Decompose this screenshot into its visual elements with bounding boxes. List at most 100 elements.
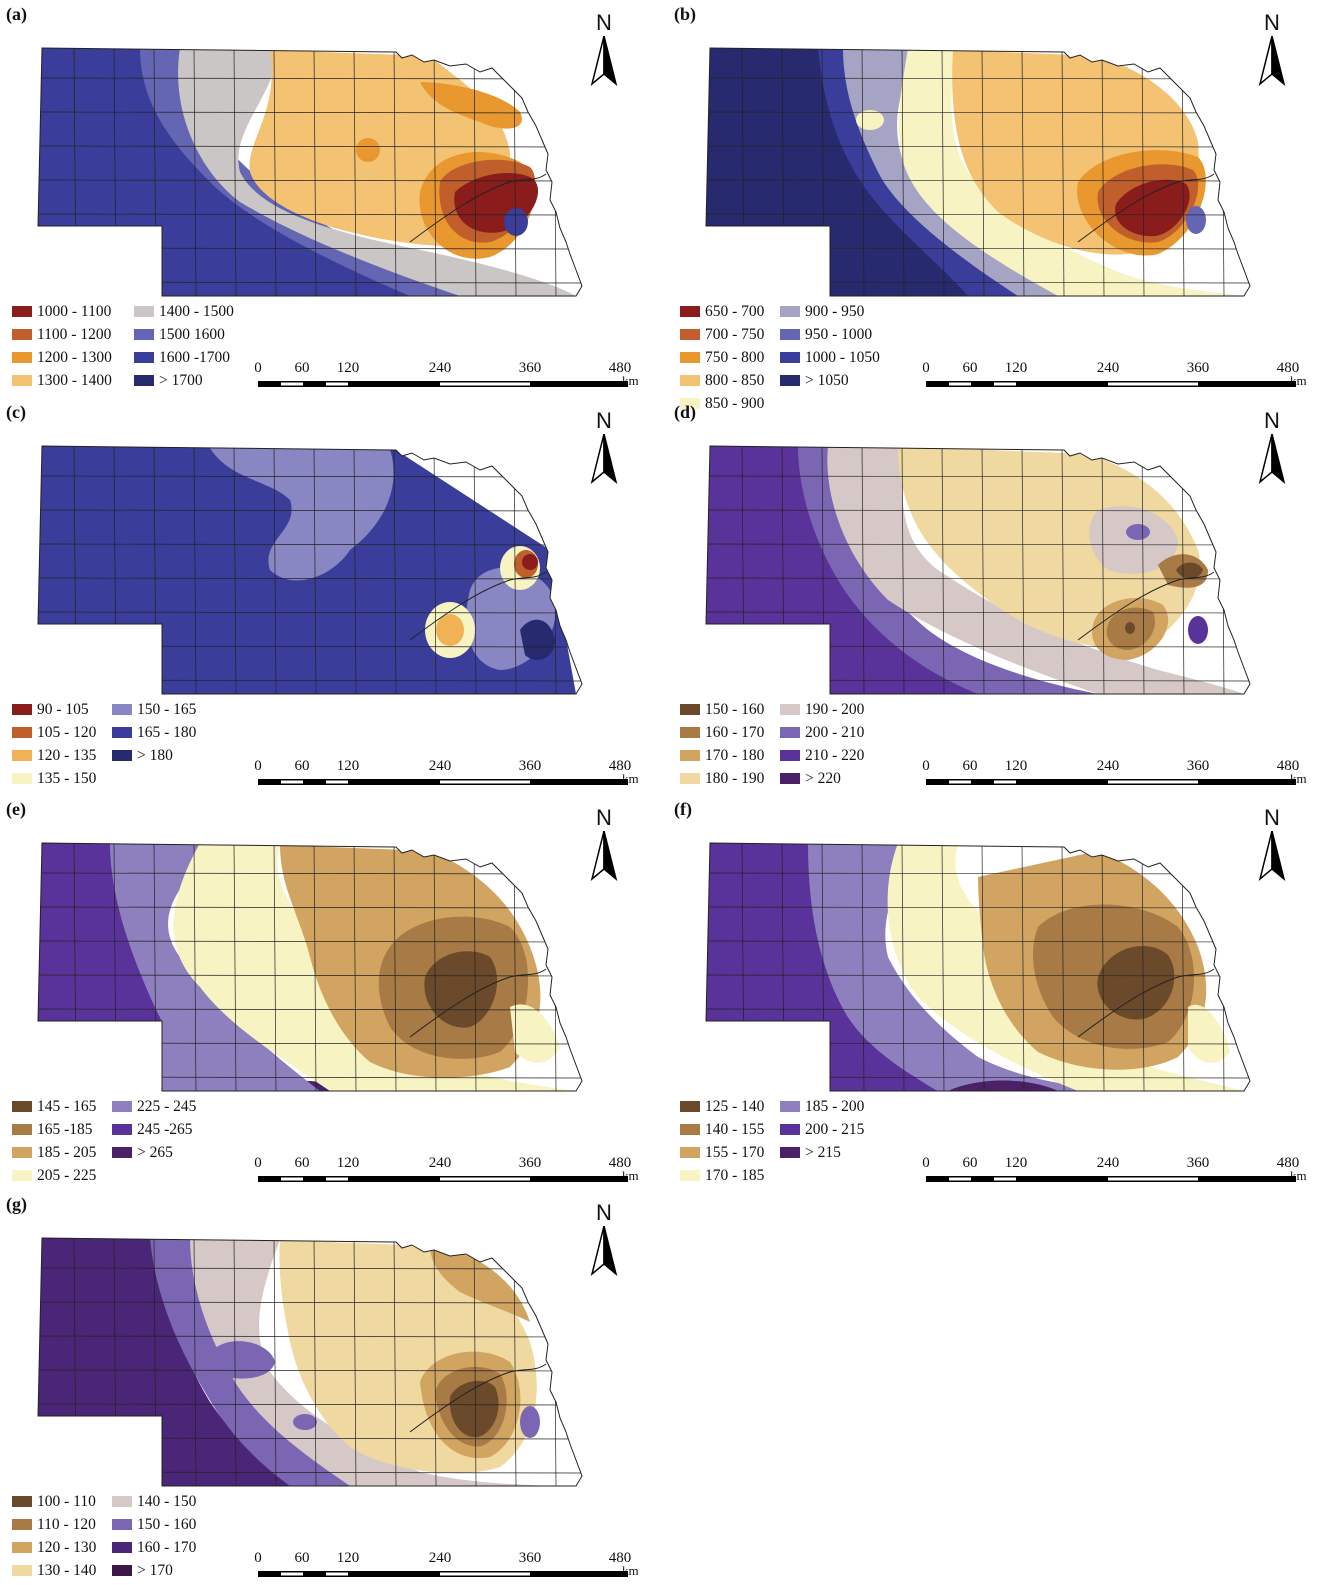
- scale-bar-graphic: [258, 1176, 628, 1182]
- legend-label: 160 - 170: [705, 724, 765, 741]
- legend-label: 170 - 185: [705, 1167, 765, 1184]
- legend-swatch: [680, 329, 700, 340]
- legend-item: 1500 1600: [134, 323, 264, 346]
- legend-column-right: 185 - 200 200 - 215 > 215: [780, 1095, 910, 1164]
- legend-item: > 180: [112, 744, 242, 767]
- scale-tick-label: 120: [336, 1155, 360, 1171]
- legend-item: 165 -185: [12, 1118, 142, 1141]
- legend-swatch: [12, 375, 32, 386]
- legend-item: 160 - 170: [112, 1536, 242, 1559]
- legend-label: 225 - 245: [137, 1098, 197, 1115]
- state-outline: [37, 445, 583, 695]
- legend-swatch: [780, 375, 800, 386]
- legend-swatch: [780, 352, 800, 363]
- legend-label: 800 - 850: [705, 372, 765, 389]
- legend-label: 200 - 210: [805, 724, 865, 741]
- legend-swatch: [780, 704, 800, 715]
- north-arrow-icon: [590, 434, 618, 484]
- legend-label: 1500 1600: [159, 326, 225, 343]
- legend-column-right: 140 - 150 150 - 160 160 - 170 > 170: [112, 1490, 242, 1582]
- legend-label: > 170: [137, 1562, 173, 1579]
- scale-tick-label: 240: [428, 758, 452, 774]
- legend-item: 1000 - 1050: [780, 346, 910, 369]
- legend-item: 210 - 220: [780, 744, 910, 767]
- legend-swatch: [12, 1147, 32, 1158]
- legend-swatch: [780, 306, 800, 317]
- legend-item: 120 - 130: [12, 1536, 142, 1559]
- map-region: [38, 843, 162, 1021]
- legend-swatch: [12, 352, 32, 363]
- legend-label: 170 - 180: [705, 747, 765, 764]
- scale-bar: 0 60 120 240 360 480 km: [922, 758, 1306, 792]
- map-region: [38, 48, 450, 296]
- scale-bar-graphic: [258, 1571, 628, 1577]
- map-region: [843, 48, 1078, 296]
- legend-swatch: [680, 375, 700, 386]
- map-region: [424, 951, 498, 1028]
- legend-item: 150 - 165: [112, 698, 242, 721]
- legend-item: 145 - 165: [12, 1095, 142, 1118]
- state-outline: [37, 842, 583, 1092]
- map-region: [706, 446, 998, 694]
- legend-label: 190 - 200: [805, 701, 865, 718]
- legend-label: 160 - 170: [137, 1539, 197, 1556]
- state-outline: [705, 842, 1251, 1092]
- legend-label: 155 - 170: [705, 1144, 765, 1161]
- legend-swatch: [680, 1170, 700, 1181]
- scale-tick-label: 60: [962, 360, 978, 376]
- north-arrow: N: [584, 1200, 624, 1280]
- north-label: N: [596, 1200, 612, 1225]
- legend-label: 145 - 165: [37, 1098, 97, 1115]
- map-region: [898, 446, 1200, 650]
- legend-label: 700 - 750: [705, 326, 765, 343]
- scale-tick-label: 360: [1186, 758, 1210, 774]
- scale-tick-label: 0: [922, 758, 930, 774]
- legend-label: 185 - 200: [805, 1098, 865, 1115]
- scale-tick-label: 60: [962, 758, 978, 774]
- legend-label: > 220: [805, 770, 841, 787]
- legend-column-right: 225 - 245 245 -265 > 265: [112, 1095, 242, 1164]
- legend-swatch: [12, 1170, 32, 1181]
- legend-label: 90 - 105: [37, 701, 89, 718]
- panel-label: (b): [674, 4, 696, 24]
- legend-column-right: 1400 - 1500 1500 1600 1600 -1700 > 1700: [134, 300, 264, 392]
- north-arrow-icon: [1258, 831, 1286, 881]
- legend-swatch: [112, 1542, 132, 1553]
- legend-column-right: 900 - 950 950 - 1000 1000 - 1050 > 1050: [780, 300, 910, 392]
- legend-swatch: [12, 773, 32, 784]
- legend-item: 200 - 215: [780, 1118, 910, 1141]
- north-arrow: N: [1252, 805, 1292, 885]
- map-region: [520, 1406, 540, 1438]
- legend-label: 1000 - 1050: [805, 349, 880, 366]
- panel-label: (c): [6, 402, 26, 422]
- legend-swatch: [12, 727, 32, 738]
- legend-label: > 180: [137, 747, 173, 764]
- legend-item: 100 - 110: [12, 1490, 142, 1513]
- scale-bar-graphic: [926, 779, 1296, 785]
- legend-item: 225 - 245: [112, 1095, 242, 1118]
- legend-item: 185 - 205: [12, 1141, 142, 1164]
- scale-tick-label: 120: [336, 1550, 360, 1566]
- legend-item: 1300 - 1400: [12, 369, 142, 392]
- legend-item: 190 - 200: [780, 698, 910, 721]
- map-region: [210, 448, 394, 581]
- legend-item: 165 - 180: [112, 721, 242, 744]
- scale-tick-label: 0: [254, 758, 262, 774]
- legend-label: 140 - 150: [137, 1493, 197, 1510]
- map-panel-5: (f) N 125 - 140 140 - 155 155 - 170 170 - 1…: [668, 795, 1308, 1190]
- scale-tick-label: 60: [294, 758, 310, 774]
- legend-label: 135 - 150: [37, 770, 97, 787]
- nebraska-choropleth-map: [705, 47, 1251, 297]
- map-region: [356, 138, 380, 162]
- scale-tick-label: 0: [254, 360, 262, 376]
- map-panel-3: (d) N 150 - 160 160 - 170 170 - 180 180 - 1…: [668, 398, 1308, 793]
- legend-swatch: [12, 329, 32, 340]
- legend-label: 1100 - 1200: [37, 326, 112, 343]
- legend-item: > 1700: [134, 369, 264, 392]
- scale-bar-graphic: [926, 381, 1296, 387]
- legend-item: 140 - 155: [680, 1118, 810, 1141]
- north-arrow-icon: [590, 36, 618, 86]
- north-arrow-icon: [590, 1226, 618, 1276]
- legend-label: 210 - 220: [805, 747, 865, 764]
- legend-swatch: [780, 1101, 800, 1112]
